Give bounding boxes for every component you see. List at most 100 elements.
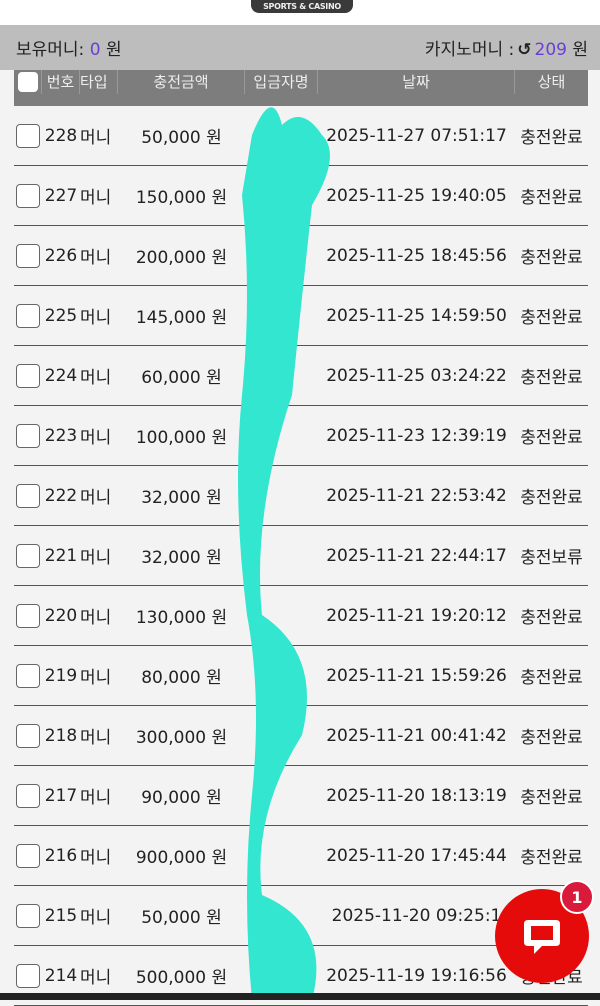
row-checkbox[interactable]	[14, 123, 42, 148]
row-checkbox[interactable]	[14, 423, 42, 448]
money-bar: 보유머니: 0 원 카지노머니 : ↺ 209 원	[0, 25, 600, 70]
row-no: 218	[44, 725, 78, 746]
row-checkbox[interactable]	[14, 543, 42, 568]
row-date: 2025-11-20 09:25:1	[331, 905, 502, 926]
casino-unit: 원	[572, 40, 588, 60]
row-date: 2025-11-20 17:45:44	[326, 845, 507, 866]
row-no: 221	[44, 545, 78, 566]
row-status: 충전보류	[520, 548, 583, 568]
table-row: 223 머니 100,000 원 2025-11-23 12:39:19 충전완…	[14, 406, 588, 466]
table-row: 222 머니 32,000 원 2025-11-21 22:53:42 충전완료	[14, 466, 588, 526]
row-no: 216	[44, 845, 78, 866]
row-no: 225	[44, 305, 78, 326]
row-amount: 145,000 원	[135, 308, 228, 328]
row-status: 충전완료	[520, 368, 583, 388]
row-date: 2025-11-23 12:39:19	[326, 425, 507, 446]
row-status: 충전완료	[520, 788, 583, 808]
row-no: 222	[44, 485, 78, 506]
row-status: 충전완료	[520, 308, 583, 328]
row-amount: 100,000 원	[135, 428, 228, 448]
logo[interactable]: SPORTS & CASINO	[251, 0, 353, 13]
row-checkbox[interactable]	[14, 663, 42, 688]
row-amount: 130,000 원	[135, 608, 228, 628]
row-type: 머니	[80, 728, 112, 748]
row-type: 머니	[80, 128, 112, 148]
row-no: 226	[44, 245, 78, 266]
balance-value: 0	[89, 40, 101, 60]
table-row: 225 머니 145,000 원 2025-11-25 14:59:50 충전완…	[14, 286, 588, 346]
row-checkbox[interactable]	[14, 903, 42, 928]
row-no: 219	[44, 665, 78, 686]
row-checkbox[interactable]	[14, 303, 42, 328]
row-type: 머니	[80, 908, 112, 928]
chat-badge: 1	[560, 880, 594, 914]
balance-unit: 원	[105, 40, 122, 60]
table-row: 217 머니 90,000 원 2025-11-20 18:13:19 충전완료	[14, 766, 588, 826]
row-type: 머니	[80, 548, 112, 568]
row-type: 머니	[80, 248, 112, 268]
row-status: 충전완료	[520, 188, 583, 208]
table-row: 216 머니 900,000 원 2025-11-20 17:45:44 충전완…	[14, 826, 588, 886]
row-amount: 90,000 원	[141, 788, 222, 808]
row-type: 머니	[80, 188, 112, 208]
row-no: 214	[44, 965, 78, 986]
row-checkbox[interactable]	[14, 603, 42, 628]
row-status: 충전완료	[520, 488, 583, 508]
row-amount: 32,000 원	[141, 488, 222, 508]
casino-value: 209	[534, 40, 567, 60]
row-type: 머니	[80, 488, 112, 508]
table-row: 215 머니 50,000 원 2025-11-20 09:25:1 충전완료	[14, 886, 588, 946]
row-no: 223	[44, 425, 78, 446]
refresh-icon[interactable]: ↺	[517, 40, 532, 60]
row-date: 2025-11-21 15:59:26	[326, 665, 507, 686]
row-amount: 500,000 원	[135, 968, 228, 988]
row-checkbox[interactable]	[14, 483, 42, 508]
row-amount: 300,000 원	[135, 728, 228, 748]
row-no: 220	[44, 605, 78, 626]
row-checkbox[interactable]	[14, 243, 42, 268]
row-status: 충전완료	[520, 728, 583, 748]
chat-bubble-icon	[524, 920, 560, 954]
table-row: 220 머니 130,000 원 2025-11-21 19:20:12 충전완…	[14, 586, 588, 646]
row-no: 227	[44, 185, 78, 206]
row-amount: 50,000 원	[141, 128, 222, 148]
row-date: 2025-11-25 14:59:50	[326, 305, 507, 326]
row-checkbox[interactable]	[14, 723, 42, 748]
redaction-scribble	[238, 107, 330, 1000]
row-checkbox[interactable]	[14, 183, 42, 208]
row-type: 머니	[80, 788, 112, 808]
casino-money: 카지노머니 : ↺ 209 원	[425, 35, 588, 60]
row-date: 2025-11-19 19:16:56	[326, 965, 507, 986]
top-bar: SPORTS & CASINO	[0, 0, 600, 25]
row-type: 머니	[80, 848, 112, 868]
row-amount: 32,000 원	[141, 548, 222, 568]
row-type: 머니	[80, 308, 112, 328]
header-status: 상태	[537, 73, 566, 91]
row-type: 머니	[80, 968, 112, 988]
row-date: 2025-11-25 19:40:05	[326, 185, 507, 206]
balance: 보유머니: 0 원	[16, 35, 122, 60]
row-checkbox[interactable]	[14, 843, 42, 868]
row-status: 충전완료	[520, 608, 583, 628]
row-type: 머니	[80, 668, 112, 688]
casino-label: 카지노머니 :	[424, 40, 515, 60]
row-checkbox[interactable]	[14, 783, 42, 808]
row-amount: 80,000 원	[141, 668, 222, 688]
row-type: 머니	[80, 368, 112, 388]
row-no: 228	[44, 125, 78, 146]
table-row: 221 머니 32,000 원 2025-11-21 22:44:17 충전보류	[14, 526, 588, 586]
row-status: 충전완료	[520, 428, 583, 448]
row-date: 2025-11-20 18:13:19	[326, 785, 507, 806]
row-no: 224	[44, 365, 78, 386]
row-checkbox[interactable]	[14, 363, 42, 388]
row-date: 2025-11-21 00:41:42	[326, 725, 507, 746]
row-amount: 900,000 원	[135, 848, 228, 868]
row-date: 2025-11-21 22:53:42	[326, 485, 507, 506]
row-date: 2025-11-21 19:20:12	[326, 605, 507, 626]
system-nav-bar	[0, 993, 600, 1000]
row-date: 2025-11-25 03:24:22	[326, 365, 507, 386]
row-status: 충전완료	[520, 848, 583, 868]
row-amount: 150,000 원	[135, 188, 228, 208]
row-checkbox[interactable]	[14, 963, 42, 988]
row-no: 217	[44, 785, 78, 806]
